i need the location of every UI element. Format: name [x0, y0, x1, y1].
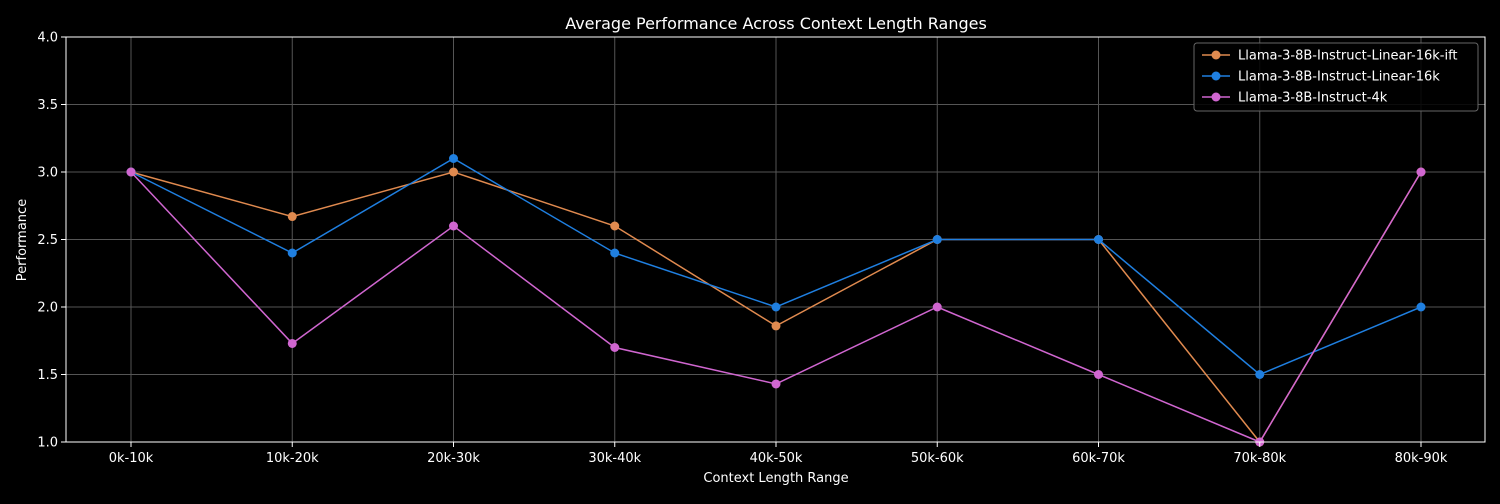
data-point [287, 248, 297, 258]
data-point [1255, 370, 1265, 379]
x-axis-ticks: 0k-10k 10k-20k 20k-30k 30k-40k 40k-50k 50k-60… [109, 442, 1448, 466]
y-tick-label: 3.5 [37, 98, 58, 113]
x-tick-label: 10k-20k [266, 451, 319, 466]
legend-box [1193, 42, 1479, 112]
legend: Llama-3-8B-Instruct-Linear-16k-ift Llama-… [1193, 42, 1479, 112]
chart-title: Average Performance Across Context Lengt… [565, 14, 987, 33]
x-tick-label: 40k-50k [750, 451, 803, 466]
data-point [771, 379, 781, 389]
data-point [287, 338, 297, 348]
x-tick-label: 60k-70k [1072, 451, 1125, 466]
y-tick-label: 1.5 [37, 368, 58, 383]
data-point [1416, 167, 1426, 177]
x-tick-label: 0k-10k [109, 451, 154, 466]
x-tick-label: 20k-30k [427, 451, 480, 466]
series-group [126, 154, 1426, 447]
data-point [449, 221, 458, 231]
data-point [610, 343, 620, 352]
legend-item: Llama-3-8B-Instruct-Linear-16k [1202, 70, 1440, 85]
series-2 [126, 154, 1426, 379]
x-tick-label: 70k-80k [1233, 451, 1286, 466]
data-point [610, 248, 620, 258]
y-tick-label: 2.5 [37, 233, 58, 248]
legend-label: Llama-3-8B-Instruct-Linear-16k [1238, 70, 1440, 85]
x-tick-label: 50k-60k [911, 451, 964, 466]
legend-item: Llama-3-8B-Instruct-4k [1202, 91, 1388, 106]
data-point [610, 221, 620, 231]
data-point [449, 167, 458, 177]
data-point [771, 321, 781, 331]
data-point [932, 235, 942, 244]
y-tick-label: 2.0 [37, 301, 58, 316]
data-point [1094, 370, 1103, 379]
data-point [449, 154, 458, 163]
series-3 [126, 167, 1426, 447]
legend-swatch-marker [1211, 71, 1221, 81]
data-point [932, 302, 942, 312]
data-point [126, 167, 136, 177]
x-tick-label: 30k-40k [588, 451, 641, 466]
x-tick-label: 80k-90k [1395, 451, 1448, 466]
y-tick-label: 3.0 [37, 166, 58, 181]
data-point [1094, 235, 1103, 244]
legend-swatch-marker [1211, 92, 1221, 102]
legend-swatch-marker [1211, 50, 1221, 60]
x-axis-label: Context Length Range [703, 471, 848, 486]
y-tick-label: 4.0 [37, 31, 58, 46]
legend-label: Llama-3-8B-Instruct-Linear-16k-ift [1238, 49, 1458, 64]
data-point [287, 212, 297, 222]
legend-item: Llama-3-8B-Instruct-Linear-16k-ift [1202, 49, 1458, 64]
data-point [771, 302, 781, 312]
y-tick-label: 1.0 [37, 436, 58, 451]
y-axis-ticks: 1.0 1.5 2.0 2.5 3.0 3.5 4.0 [37, 31, 66, 451]
data-point [1416, 302, 1426, 312]
y-axis-label: Performance [15, 199, 30, 281]
legend-label: Llama-3-8B-Instruct-4k [1238, 91, 1388, 106]
